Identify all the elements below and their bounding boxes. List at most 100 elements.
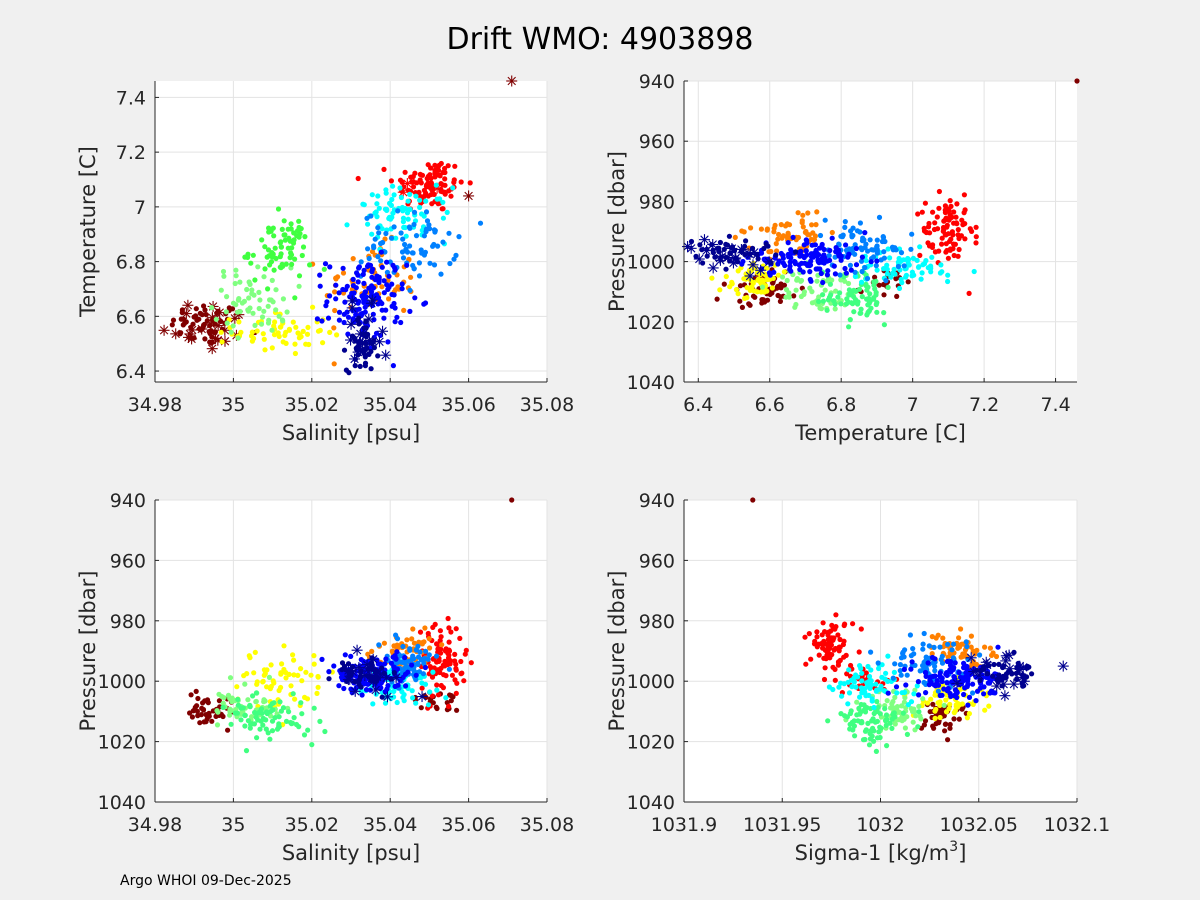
scatter-point bbox=[254, 735, 260, 741]
scatter-point bbox=[467, 180, 473, 186]
x-axis-label: Salinity [psu] bbox=[282, 841, 420, 865]
scatter-point bbox=[292, 350, 298, 357]
x-tick-label: 35.02 bbox=[285, 814, 339, 836]
scatter-point bbox=[809, 222, 815, 228]
scatter-point bbox=[394, 649, 400, 655]
scatter-point bbox=[442, 191, 448, 197]
scatter-point bbox=[207, 339, 213, 345]
scatter-point bbox=[829, 229, 835, 236]
scatter-point bbox=[832, 306, 838, 312]
star-marker bbox=[363, 662, 375, 674]
scatter-point bbox=[269, 327, 275, 333]
scatter-point bbox=[220, 268, 227, 275]
scatter-point bbox=[881, 292, 887, 298]
scatter-point bbox=[189, 714, 195, 720]
scatter-point bbox=[940, 635, 946, 641]
star-marker bbox=[381, 672, 393, 684]
scatter-point bbox=[876, 665, 882, 672]
scatter-point bbox=[422, 664, 428, 671]
scatter-point bbox=[884, 262, 890, 268]
scatter-point bbox=[851, 718, 857, 724]
scatter-point bbox=[256, 289, 262, 295]
scatter-point bbox=[862, 708, 868, 714]
x-tick-label: 1032.1 bbox=[1044, 814, 1110, 836]
scatter-point bbox=[281, 643, 287, 649]
scatter-point bbox=[848, 267, 854, 273]
scatter-point bbox=[737, 298, 743, 304]
scatter-point bbox=[885, 246, 891, 252]
scatter-point bbox=[244, 286, 250, 293]
scatter-point bbox=[807, 269, 813, 275]
scatter-point bbox=[398, 230, 404, 236]
y-tick-label: 960 bbox=[639, 131, 675, 153]
scatter-point bbox=[916, 709, 922, 715]
scatter-point bbox=[264, 667, 270, 673]
star-marker bbox=[744, 270, 756, 282]
scatter-point bbox=[856, 705, 862, 712]
scatter-point bbox=[863, 258, 869, 264]
x-axis-label: Sigma-1 [kg/m3] bbox=[795, 839, 967, 865]
scatter-point bbox=[961, 660, 967, 666]
scatter-point bbox=[852, 733, 858, 739]
scatter-point bbox=[509, 497, 515, 503]
scatter-point bbox=[947, 725, 953, 731]
scatter-point bbox=[800, 212, 806, 218]
scatter-point bbox=[193, 306, 199, 312]
scatter-point bbox=[804, 240, 810, 246]
scatter-point bbox=[268, 662, 274, 668]
scatter-point bbox=[891, 710, 897, 716]
scatter-point bbox=[726, 233, 733, 239]
scatter-point bbox=[397, 185, 403, 191]
scatter-point bbox=[385, 277, 391, 283]
star-marker bbox=[763, 256, 775, 268]
scatter-point bbox=[988, 688, 995, 694]
scatter-point bbox=[893, 247, 899, 253]
scatter-point bbox=[195, 695, 201, 702]
scatter-point bbox=[781, 269, 788, 275]
scatter-point bbox=[223, 309, 229, 315]
scatter-point bbox=[781, 282, 788, 288]
scatter-point bbox=[793, 287, 799, 293]
scatter-point bbox=[291, 657, 297, 663]
scatter-point bbox=[322, 261, 329, 267]
scatter-point bbox=[423, 648, 429, 654]
scatter-point bbox=[812, 638, 818, 644]
scatter-point bbox=[426, 222, 432, 228]
scatter-point bbox=[220, 704, 226, 711]
scatter-point bbox=[224, 320, 230, 326]
scatter-point bbox=[216, 691, 222, 697]
scatter-point bbox=[898, 276, 904, 282]
scatter-point bbox=[437, 173, 443, 179]
scatter-point bbox=[854, 699, 860, 705]
scatter-point bbox=[775, 236, 781, 242]
scatter-point bbox=[277, 240, 283, 246]
scatter-point bbox=[300, 328, 306, 334]
y-tick-label: 1040 bbox=[627, 792, 675, 814]
scatter-point bbox=[413, 672, 419, 678]
scatter-point bbox=[327, 264, 333, 270]
scatter-point bbox=[772, 222, 778, 228]
scatter-point bbox=[417, 197, 423, 203]
star-marker bbox=[401, 178, 413, 190]
scatter-point bbox=[261, 336, 267, 342]
scatter-point bbox=[458, 658, 464, 665]
scatter-point bbox=[777, 298, 784, 304]
scatter-point bbox=[391, 688, 397, 695]
scatter-point bbox=[869, 733, 875, 739]
scatter-point bbox=[402, 224, 408, 231]
scatter-point bbox=[356, 321, 362, 327]
scatter-point bbox=[438, 634, 444, 640]
scatter-point bbox=[366, 255, 372, 262]
scatter-point bbox=[759, 284, 766, 290]
scatter-point bbox=[947, 721, 953, 728]
scatter-point bbox=[419, 211, 425, 217]
scatter-point bbox=[200, 700, 206, 706]
scatter-point bbox=[303, 341, 309, 347]
scatter-point bbox=[393, 655, 399, 661]
x-tick-label: 35.04 bbox=[363, 394, 417, 416]
scatter-point bbox=[851, 294, 857, 300]
scatter-point bbox=[183, 319, 189, 325]
scatter-point bbox=[744, 285, 750, 291]
scatter-point bbox=[250, 252, 256, 258]
scatter-point bbox=[813, 222, 819, 228]
